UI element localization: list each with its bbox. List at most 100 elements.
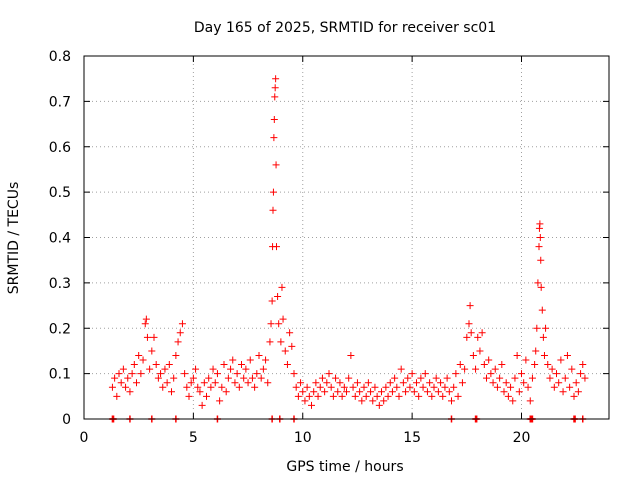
data-point [248, 374, 256, 382]
data-point [176, 329, 184, 337]
data-point [500, 388, 508, 396]
data-point [126, 388, 134, 396]
data-point [108, 383, 116, 391]
data-point [343, 388, 350, 396]
y-tick-label: 0.8 [49, 49, 71, 65]
data-point [526, 397, 534, 405]
data-point [213, 370, 221, 378]
data-point [410, 388, 418, 396]
data-point [404, 374, 412, 382]
data-point [568, 365, 576, 373]
data-point [542, 324, 550, 332]
data-point [192, 365, 200, 373]
data-point [336, 379, 344, 387]
data-point [269, 206, 277, 214]
data-point [270, 116, 278, 124]
data-point [465, 320, 473, 328]
data-point [548, 365, 556, 373]
data-point [537, 256, 545, 264]
data-point [264, 379, 272, 387]
data-point [117, 379, 125, 387]
data-point [463, 333, 471, 341]
data-point [413, 379, 420, 387]
data-point [415, 392, 423, 400]
data-point [290, 370, 298, 378]
x-tick-label: 20 [513, 430, 531, 446]
data-point [428, 392, 436, 400]
data-point [356, 388, 364, 396]
data-point [546, 374, 554, 382]
data-point [139, 356, 147, 364]
data-point [476, 347, 484, 355]
x-tick-label: 0 [80, 430, 89, 446]
data-point [189, 374, 197, 382]
data-point [286, 329, 294, 337]
data-point [115, 370, 123, 378]
data-point [448, 397, 455, 405]
x-tick-label: 10 [294, 430, 312, 446]
grid-layer [84, 56, 609, 419]
data-point [509, 397, 517, 405]
data-point [577, 370, 585, 378]
data-point [253, 370, 261, 378]
data-point [207, 383, 215, 391]
data-point [485, 356, 493, 364]
data-point [532, 347, 540, 355]
data-point [539, 333, 547, 341]
data-point [268, 297, 276, 305]
data-point [557, 356, 565, 364]
data-point [218, 383, 226, 391]
data-point [402, 388, 410, 396]
data-point [373, 392, 381, 400]
data-point [216, 397, 224, 405]
data-point [340, 383, 348, 391]
data-point [111, 374, 119, 382]
data-point [579, 361, 587, 369]
data-point [318, 374, 326, 382]
data-point [297, 379, 305, 387]
data-point [461, 365, 469, 373]
data-point [528, 374, 536, 382]
data-point [478, 329, 486, 337]
data-point [274, 292, 282, 300]
data-point [351, 392, 359, 400]
data-point [273, 243, 280, 251]
data-point [391, 374, 399, 382]
data-point [443, 374, 451, 382]
data-point [489, 379, 497, 387]
data-point [467, 329, 475, 337]
data-point [281, 347, 289, 355]
data-point [124, 374, 132, 382]
data-point [498, 361, 506, 369]
x-axis-label: GPS time / hours [286, 459, 403, 475]
data-point [563, 351, 571, 359]
data-point [137, 370, 145, 378]
data-point [255, 351, 263, 359]
data-point [257, 374, 265, 382]
data-point [242, 365, 250, 373]
data-point [347, 351, 355, 359]
data-point [388, 388, 396, 396]
data-point [507, 383, 515, 391]
data-point [570, 392, 578, 400]
data-point [278, 283, 286, 291]
data-point [321, 388, 329, 396]
data-point [466, 302, 474, 310]
data-point [316, 383, 324, 391]
data-point [238, 361, 245, 369]
data-point [194, 383, 202, 391]
data-point [305, 392, 313, 400]
data-point [233, 370, 241, 378]
data-point [308, 401, 315, 409]
data-point [522, 356, 530, 364]
data-point [235, 383, 243, 391]
data-point [423, 388, 431, 396]
data-point [314, 392, 322, 400]
data-point [270, 134, 278, 142]
data-point [251, 383, 259, 391]
points-layer [108, 75, 589, 423]
data-point [566, 383, 574, 391]
data-point [450, 383, 458, 391]
data-point [142, 315, 150, 323]
data-point [408, 370, 416, 378]
